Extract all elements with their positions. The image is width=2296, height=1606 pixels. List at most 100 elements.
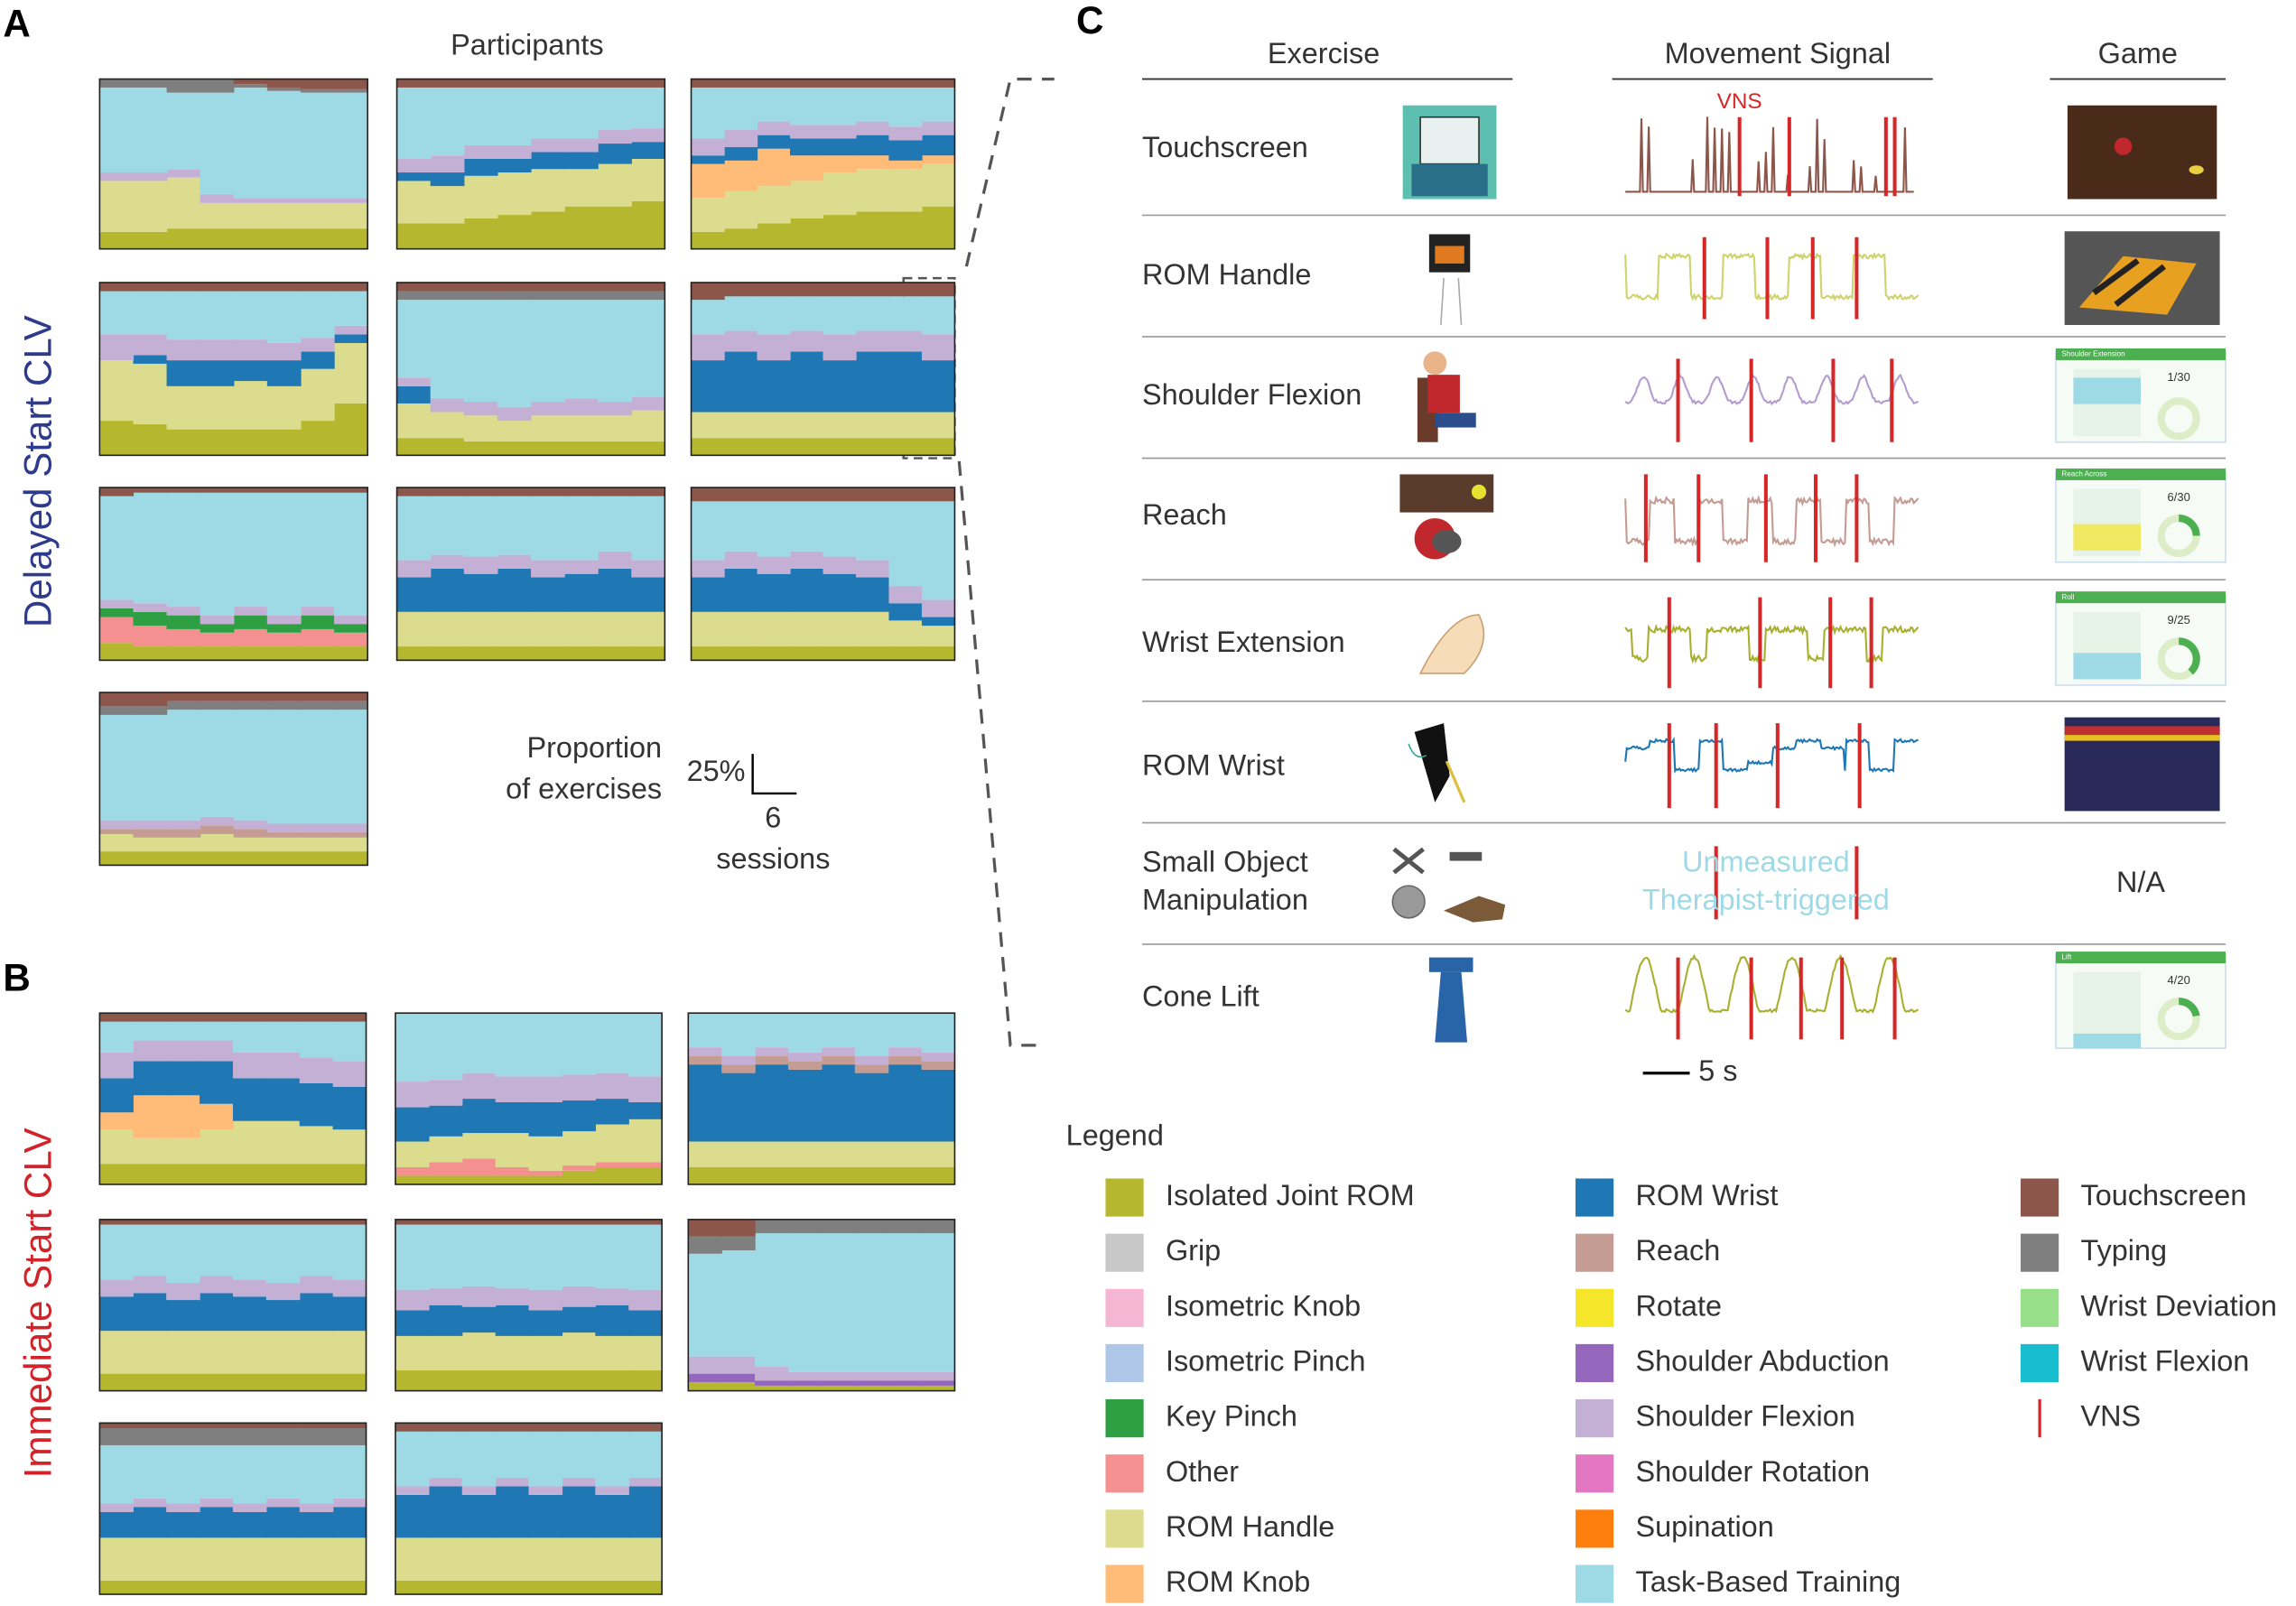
area-segment (757, 412, 791, 439)
area-segment (233, 87, 268, 199)
area-segment (300, 368, 335, 422)
area-segment (461, 1099, 497, 1134)
area-segment (888, 160, 923, 170)
legend-label: Shoulder Rotation (1636, 1455, 1871, 1488)
area-segment (395, 1335, 430, 1370)
area-segment (200, 816, 235, 826)
area-segment (598, 646, 632, 661)
area-segment (855, 282, 890, 297)
area-segment (430, 554, 465, 569)
area-segment (133, 1061, 167, 1096)
area-segment (133, 1423, 167, 1428)
area-segment (166, 79, 201, 93)
area-segment (724, 487, 758, 502)
participant-chart (690, 282, 956, 457)
area-segment (757, 501, 791, 557)
area-segment (631, 128, 665, 143)
area-segment (595, 1580, 629, 1595)
area-segment (823, 556, 857, 574)
exercise-name: Small Object (1142, 845, 1308, 877)
area-segment (755, 1141, 789, 1167)
legend-label: Shoulder Abduction (1636, 1345, 1890, 1378)
area-segment (528, 1170, 563, 1176)
area-segment (787, 1069, 823, 1142)
area-segment (688, 1382, 722, 1391)
area-segment (233, 487, 268, 493)
area-segment (200, 1580, 234, 1595)
area-segment (755, 1367, 789, 1381)
area-segment (564, 441, 599, 456)
area-segment (497, 496, 532, 555)
unmeasured-label: Unmeasured (1682, 845, 1850, 877)
area-segment (232, 1427, 267, 1445)
signal-trace (1624, 252, 1920, 302)
area-segment (99, 172, 135, 181)
area-segment (530, 560, 565, 578)
legend-swatch (1105, 1178, 1144, 1217)
area-segment (332, 1086, 367, 1130)
area-segment (266, 282, 302, 292)
area-segment (530, 611, 565, 647)
area-segment (428, 1287, 463, 1305)
area-segment (332, 1444, 367, 1499)
area-segment (855, 211, 890, 249)
area-segment (528, 1101, 563, 1137)
area-segment (724, 228, 758, 249)
area-segment (724, 551, 758, 569)
area-segment (724, 87, 758, 131)
area-segment (495, 1224, 530, 1288)
area-segment (334, 202, 368, 229)
area-segment (628, 1369, 663, 1391)
area-segment (265, 1164, 301, 1184)
area-segment (888, 211, 923, 249)
area-segment (265, 1498, 301, 1508)
area-segment (265, 1427, 301, 1445)
legend-label: Typing (2081, 1234, 2168, 1267)
area-segment (921, 1052, 956, 1062)
area-segment (430, 79, 465, 88)
area-segment (823, 438, 857, 456)
area-segment (691, 611, 725, 647)
area-segment (495, 1486, 530, 1538)
area-segment (266, 202, 302, 229)
area-segment (461, 1431, 497, 1487)
area-segment (332, 1580, 367, 1595)
area-segment (855, 169, 890, 212)
area-segment (300, 851, 335, 866)
area-segment (300, 338, 335, 352)
group-label: Immediate Start CLV (17, 1128, 60, 1478)
area-segment (200, 1061, 234, 1104)
area-segment (595, 1537, 629, 1581)
area-segment (99, 1021, 134, 1053)
area-segment (921, 163, 956, 207)
area-segment (300, 198, 335, 203)
area-segment (334, 228, 368, 249)
area-segment (232, 1423, 267, 1428)
area-segment (300, 692, 335, 701)
area-segment (823, 172, 857, 216)
area-segment (854, 1380, 889, 1386)
area-segment (888, 351, 923, 413)
area-segment (691, 300, 725, 335)
area-segment (530, 79, 565, 88)
legend-swatch (1576, 1178, 1614, 1217)
area-segment (495, 1175, 530, 1184)
area-segment (334, 79, 368, 89)
area-segment (757, 223, 791, 249)
area-segment (598, 130, 632, 144)
area-segment (855, 487, 890, 502)
participant-charts (98, 78, 956, 1595)
area-segment (631, 142, 665, 159)
area-segment (821, 1371, 856, 1381)
area-segment (595, 1072, 629, 1100)
area-segment (564, 573, 599, 612)
area-segment (332, 1219, 367, 1225)
area-segment (166, 339, 201, 361)
chart-frame (98, 282, 368, 457)
area-segment (855, 560, 890, 578)
area-segment (628, 1431, 663, 1479)
area-segment (721, 1013, 756, 1056)
area-segment (428, 1162, 463, 1176)
area-segment (921, 501, 956, 600)
area-segment (628, 1219, 663, 1225)
